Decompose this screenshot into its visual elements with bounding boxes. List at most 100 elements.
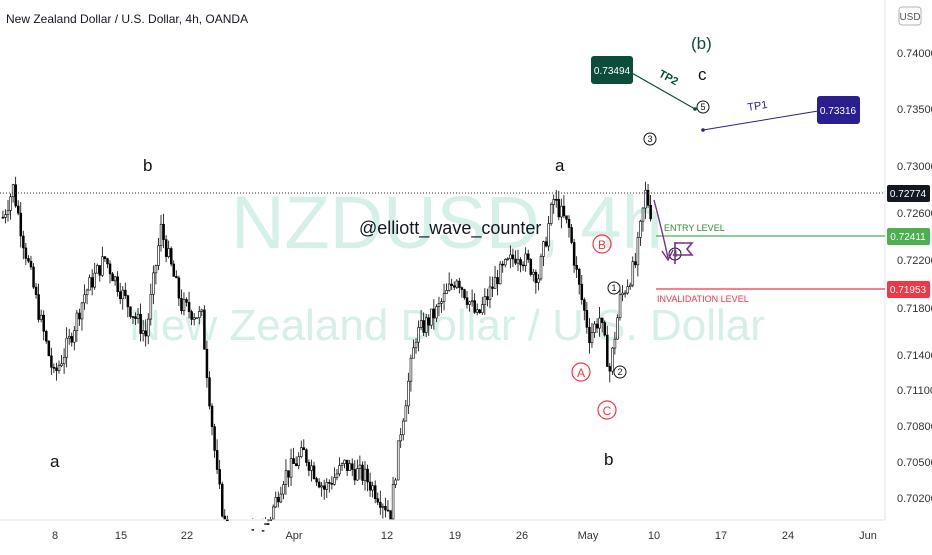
candle-body [371, 485, 374, 491]
candle-body [317, 481, 321, 488]
candle-body [618, 294, 622, 319]
candle-body [516, 259, 520, 264]
candle-body [57, 365, 61, 371]
candle-body [514, 258, 517, 264]
candle-body [14, 184, 17, 207]
candle-body [351, 463, 354, 470]
candle-body [361, 464, 364, 481]
candle-body [384, 506, 387, 511]
candle-body [113, 276, 117, 282]
tp2-box[interactable]: 0.73494 [591, 56, 633, 84]
currency-badge[interactable]: USD [898, 6, 922, 26]
candle-body [600, 317, 604, 323]
candle-body [284, 470, 288, 485]
candle-body [192, 317, 196, 320]
candle-body [649, 204, 652, 220]
candle-body [626, 286, 629, 294]
candle-body [606, 334, 609, 367]
entry-level-label: ENTRY LEVEL [664, 223, 725, 233]
candle-body [521, 264, 525, 267]
candle-body [269, 519, 272, 522]
candle-body [147, 318, 150, 337]
candle-body [221, 483, 224, 517]
time-tick: 15 [115, 530, 127, 542]
candle-body [139, 313, 142, 334]
time-tick: 12 [381, 530, 393, 542]
candle-body [340, 463, 344, 466]
candle-body [552, 199, 555, 205]
candle-body [567, 218, 571, 228]
candle-body [422, 320, 425, 333]
candle-body [32, 266, 35, 288]
candle-body [396, 440, 400, 481]
candle-body [282, 484, 285, 495]
candle-body [424, 317, 428, 333]
candle-body [52, 367, 56, 369]
candle-body [595, 323, 599, 329]
candle-body [65, 337, 68, 358]
wave-circle-3-text: 3 [647, 134, 652, 144]
candle-body [593, 323, 596, 333]
candle-body [427, 317, 431, 326]
last-price-value: 0.72774 [890, 189, 927, 200]
candle-body [562, 205, 566, 217]
candle-body [251, 529, 255, 531]
candle-body [307, 462, 311, 471]
candle-body [200, 309, 204, 312]
wave-circle-b-text: B [598, 238, 606, 252]
candle-body [203, 309, 206, 350]
candle-body [330, 483, 334, 485]
candle-body [519, 259, 522, 266]
invalidation-price-value: 0.71953 [890, 285, 927, 296]
wave-circle-1: 1 [607, 281, 621, 295]
candle-body [226, 519, 229, 522]
candle-body [80, 302, 84, 320]
tp2-line-end [693, 107, 697, 111]
candle-body [164, 239, 168, 257]
candle-body [215, 450, 219, 470]
candle-body [60, 363, 63, 366]
candle-body [157, 245, 160, 266]
candle-body [208, 377, 211, 407]
candle-body [453, 285, 456, 288]
wave-circle-1-text: 1 [611, 283, 616, 293]
candlestick-series [1, 176, 652, 532]
candle-body [580, 284, 584, 301]
candle-body [223, 515, 227, 520]
time-axis[interactable]: 8 15 22 Apr 12 19 26 May 10 17 24 Jun [52, 530, 877, 542]
wave-circle-a: A [571, 362, 591, 382]
candle-body [399, 434, 402, 442]
candle-body [572, 242, 576, 266]
candle-body [6, 210, 10, 215]
candle-body [70, 336, 74, 343]
time-tick: 22 [181, 530, 193, 542]
wave-circle-2-text: 2 [617, 367, 622, 377]
candle-body [366, 468, 369, 483]
candle-body [590, 332, 594, 344]
candle-body [322, 485, 326, 490]
candle-body [93, 272, 97, 288]
candle-body [83, 294, 86, 304]
candle-body [537, 278, 540, 283]
candle-body [274, 497, 278, 508]
candle-body [534, 271, 538, 283]
tp1-box[interactable]: 0.73316 [817, 96, 860, 124]
candle-body [379, 501, 382, 508]
candle-body [511, 254, 515, 260]
tp2-value: 0.73494 [594, 66, 631, 77]
candle-body [108, 263, 112, 275]
candle-body [261, 529, 265, 532]
candle-body [98, 265, 102, 276]
tp1-line [702, 110, 819, 131]
candle-body [402, 420, 405, 436]
candle-body [636, 237, 640, 266]
candle-body [417, 327, 420, 343]
candle-body [27, 258, 30, 262]
candle-body [45, 330, 48, 342]
candle-body [473, 300, 476, 313]
